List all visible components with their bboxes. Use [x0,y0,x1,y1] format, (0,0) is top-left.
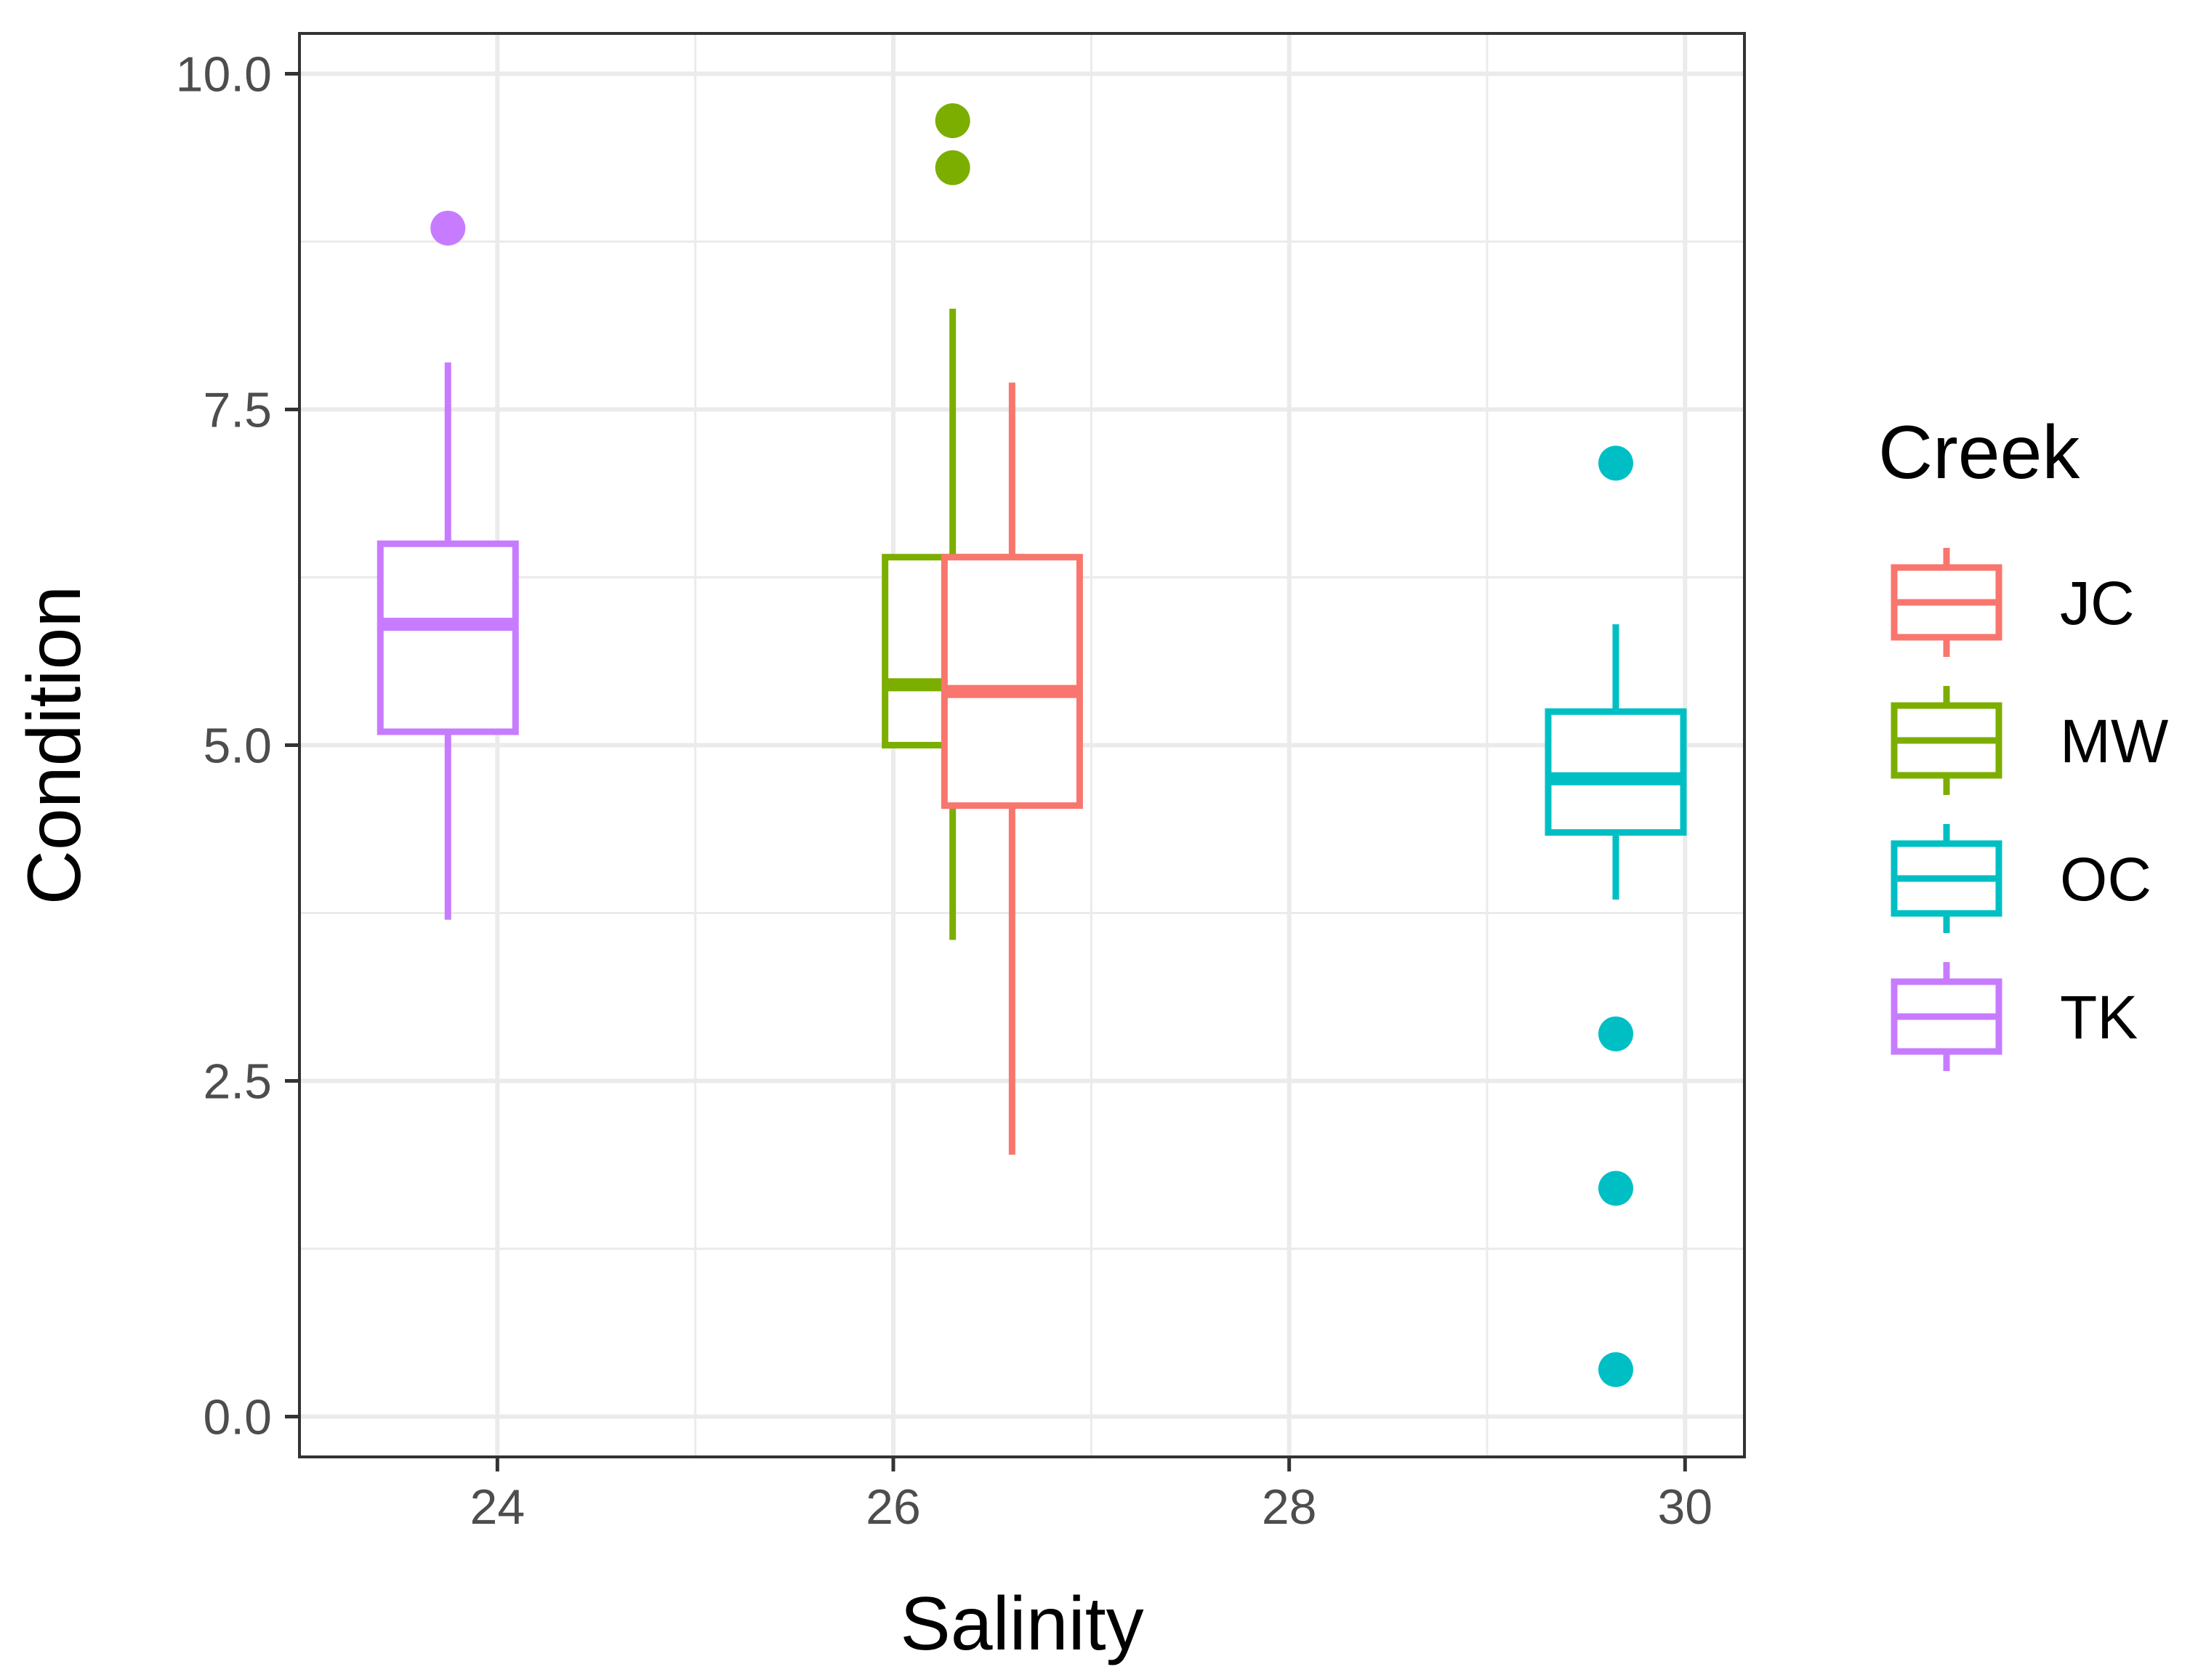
legend-title: Creek [1878,411,2080,495]
x-tick-label: 26 [866,1479,921,1535]
outlier-point [1598,1016,1633,1051]
outlier-point [430,210,466,246]
legend-label: TK [2060,983,2138,1051]
y-axis-title: Condition [12,586,97,905]
box-iqr [941,554,1083,809]
axes: 24 26 28 30 0.0 2.5 5.0 7.5 10.0 [176,47,1712,1535]
y-tick-label: 10.0 [176,47,272,102]
x-tick-label: 28 [1262,1479,1317,1535]
x-tick-label: 30 [1657,1479,1712,1535]
box-iqr [377,540,519,735]
x-tick-label: 24 [470,1479,526,1535]
outlier-point [1598,445,1633,481]
grid-lines [299,33,1744,1457]
box-jc [941,382,1083,1155]
y-tick-label: 0.0 [203,1390,272,1445]
legend-key-oc [1891,824,2002,933]
legend-label: JC [2060,569,2135,637]
legend-key-jc [1891,548,2002,657]
legend: Creek JC MW OC TK [1878,411,2168,1071]
box-marks [377,103,1687,1387]
x-axis-title: Salinity [900,1582,1143,1666]
box-tk [377,210,519,920]
y-tick-label: 7.5 [203,382,272,437]
outlier-point [935,150,970,185]
outlier-point [1598,1352,1633,1387]
y-tick-label: 5.0 [203,719,272,774]
box-iqr [1545,708,1687,836]
outlier-point [935,103,970,139]
legend-label: MW [2060,707,2168,775]
legend-label: OC [2060,845,2151,913]
y-tick-label: 2.5 [203,1054,272,1110]
legend-key-tk [1891,962,2002,1071]
box-oc [1545,445,1687,1387]
legend-key-mw [1891,686,2002,795]
outlier-point [1598,1171,1633,1206]
